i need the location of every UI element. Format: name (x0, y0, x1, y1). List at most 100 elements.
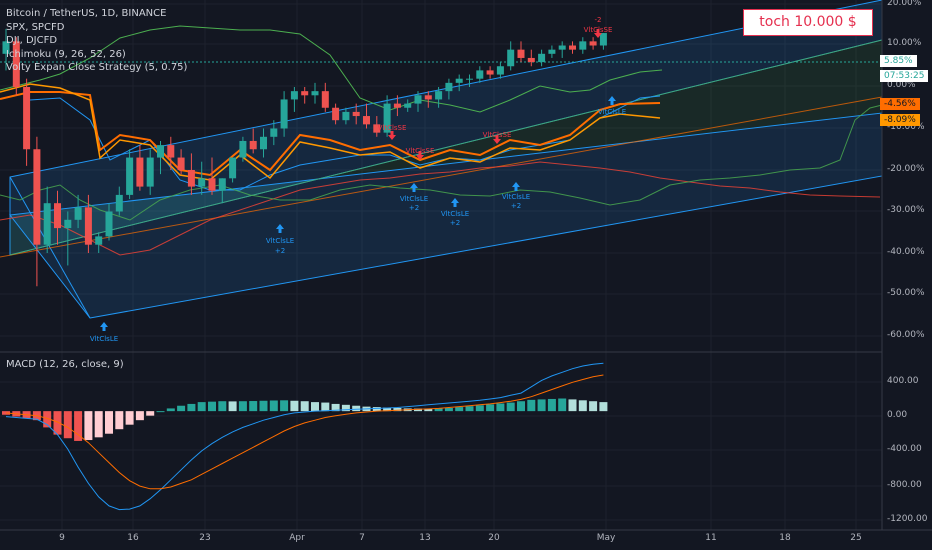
arrow-down-icon (594, 29, 602, 38)
long-entry-label: VltClsLE (597, 108, 627, 116)
time-tick: Apr (289, 533, 305, 543)
candle-body (404, 103, 412, 108)
macd-histogram-bar (135, 411, 144, 421)
macd-histogram-bar (547, 398, 556, 412)
arrow-down-icon (416, 151, 424, 160)
spx-value-tag: -4.56% (880, 98, 920, 110)
macd-histogram-bar (383, 407, 392, 412)
price-tick: -30.00% (887, 205, 925, 215)
candle-body (249, 140, 257, 150)
arrow-up-icon (276, 224, 284, 233)
candle-body (2, 41, 10, 54)
candle-body (538, 53, 546, 63)
candle-body (569, 45, 576, 50)
macd-histogram-bar (455, 407, 464, 412)
macd-histogram-bar (74, 411, 83, 441)
macd-pane (2, 362, 608, 511)
candle-body (280, 99, 288, 129)
macd-histogram-bar (558, 398, 567, 412)
dji-line (0, 83, 661, 181)
macd-tick: -800.00 (887, 480, 922, 490)
candle-body (95, 236, 103, 245)
arrow-down-icon (493, 135, 501, 144)
current-price-tag: 5.85% (880, 55, 917, 67)
macd-histogram-bar (568, 399, 577, 412)
time-tick: 9 (59, 533, 65, 543)
candle-body (239, 140, 247, 158)
candle-body (527, 57, 535, 63)
candle-body (414, 95, 422, 104)
price-tick: 0.00% (887, 80, 916, 90)
candle-body (198, 178, 206, 187)
time-tick: 18 (779, 533, 791, 543)
macd-line (5, 362, 604, 511)
candle-body (486, 70, 494, 75)
long-entry-label: VltClsLE (89, 335, 119, 343)
candle-body (363, 116, 370, 125)
macd-histogram-bar (537, 399, 546, 412)
macd-tick: 0.00 (887, 410, 908, 420)
candle-body (126, 157, 134, 195)
arrow-up-icon (100, 322, 108, 331)
candle-body (342, 111, 350, 121)
candle-body (321, 91, 329, 108)
candle-body (466, 78, 473, 80)
candle-body (383, 103, 391, 133)
candle-body (599, 33, 607, 46)
candle-body (136, 157, 144, 187)
candle-body (507, 49, 515, 67)
macd-histogram-bar (300, 401, 309, 412)
long-entry-label: VltClsLE (440, 210, 470, 218)
legend-strategy[interactable]: Volty Expan Close Strategy (5, 0.75) (6, 62, 188, 73)
arrow-up-icon (512, 182, 520, 191)
dji-value-tag: -8.09% (880, 114, 920, 126)
candle-body (496, 66, 504, 75)
macd-histogram-bar (63, 411, 72, 439)
candle-body (115, 194, 123, 212)
candle-body (64, 219, 72, 229)
time-tick: 13 (419, 533, 431, 543)
candle-body (54, 203, 61, 229)
macd-legend[interactable]: MACD (12, 26, close, 9) (6, 359, 124, 370)
legend-symbol[interactable]: Bitcoin / TetherUS, 1D, BINANCE (6, 8, 167, 19)
macd-histogram-bar (156, 411, 165, 413)
short-entry-label: VltClsSE (377, 124, 407, 132)
macd-histogram-bar (290, 400, 299, 412)
legend-ichimoku[interactable]: Ichimoku (9, 26, 52, 26) (6, 48, 126, 60)
candle-body (12, 41, 20, 87)
legend-dji[interactable]: DJI, DJCFD (6, 35, 58, 46)
time-tick: 25 (850, 533, 862, 543)
chart-legend: Bitcoin / TetherUS, 1D, BINANCE SPX, SPC… (6, 7, 187, 75)
candle-body (167, 145, 175, 158)
candle-body (455, 78, 463, 83)
text-note-callout[interactable]: toch 10.000 $ (743, 9, 873, 36)
macd-histogram-bar (280, 400, 289, 412)
legend-spx[interactable]: SPX, SPCFD (6, 21, 65, 33)
candle-body (373, 124, 381, 133)
macd-histogram-bar (259, 400, 268, 412)
long-entry-label: VltClsLE (501, 193, 531, 201)
short-entry-count: -2 (594, 16, 602, 24)
candle-body (84, 207, 92, 245)
candle-body (445, 82, 453, 92)
macd-histogram-bar (311, 402, 319, 412)
ichimoku-conversion-line (29, 95, 661, 191)
macd-histogram-bar (341, 404, 350, 412)
countdown-tag: 07:53:25 (880, 70, 929, 82)
short-entry-label: VltClsSE (583, 26, 613, 34)
macd-histogram-bar (321, 402, 330, 412)
macd-tick: -400.00 (887, 444, 922, 454)
candle-body (270, 128, 278, 137)
time-tick: May (596, 533, 616, 543)
macd-histogram-bar (249, 401, 258, 412)
candle-body (332, 107, 340, 121)
macd-histogram-bar (208, 401, 216, 412)
macd-tick: -1200.00 (887, 514, 928, 524)
candle-body (23, 87, 31, 150)
macd-histogram-bar (218, 401, 227, 412)
ichimoku-leading-span-b (0, 161, 881, 256)
candle-body (157, 145, 164, 158)
long-entry-label: VltClsLE (399, 195, 429, 203)
macd-histogram-bar (599, 402, 608, 412)
